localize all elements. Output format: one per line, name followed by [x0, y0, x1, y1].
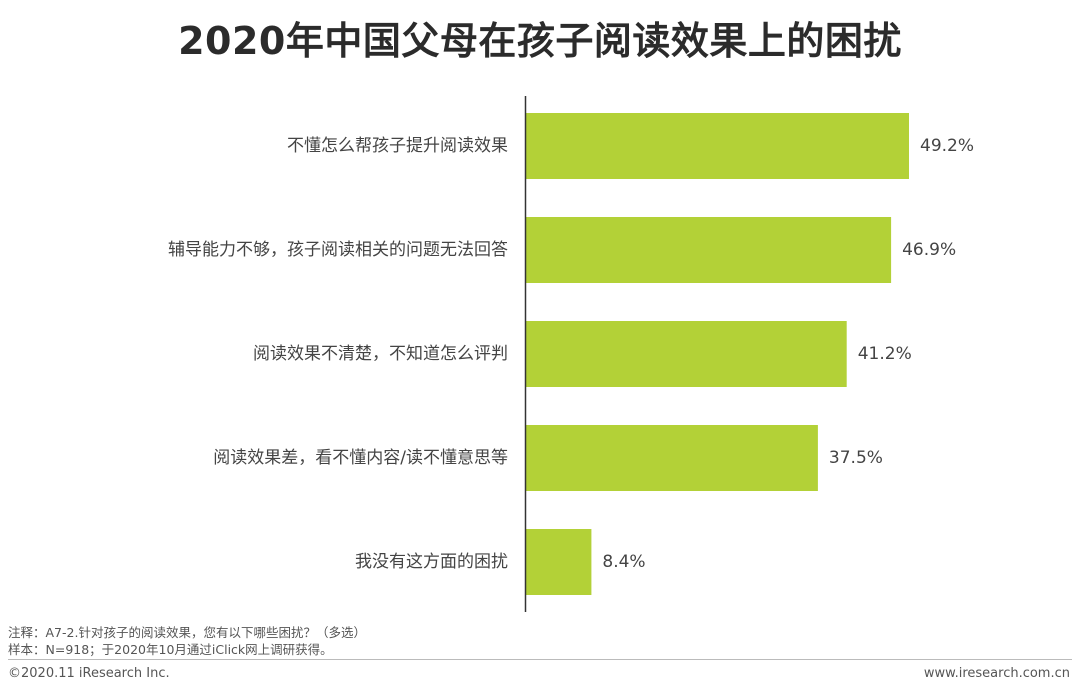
value-label-2: 46.9% [902, 240, 956, 260]
website-link[interactable]: www.iresearch.com.cn [923, 666, 1070, 681]
sample-note: 样本：N=918；于2020年10月通过iClick网上调研获得。 [8, 642, 333, 657]
bar-1 [526, 113, 909, 179]
value-label-1: 49.2% [920, 136, 974, 156]
footer-divider [8, 659, 1072, 660]
value-label-5: 8.4% [602, 552, 645, 572]
category-label-4: 阅读效果差，看不懂内容/读不懂意思等 [213, 448, 508, 468]
category-label-2: 辅导能力不够，孩子阅读相关的问题无法回答 [168, 240, 508, 260]
category-label-1: 不懂怎么帮孩子提升阅读效果 [287, 136, 508, 156]
copyright-text: ©2020.11 iResearch Inc. [8, 666, 170, 681]
chart-title: 2020年中国父母在孩子阅读效果上的困扰 [178, 19, 902, 63]
category-label-3: 阅读效果不清楚，不知道怎么评判 [253, 344, 508, 364]
question-note: 注释：A7-2.针对孩子的阅读效果，您有以下哪些困扰？（多选） [8, 625, 366, 640]
bar-4 [526, 425, 818, 491]
value-label-3: 41.2% [858, 344, 912, 364]
bar-3 [526, 321, 847, 387]
value-label-4: 37.5% [829, 448, 883, 468]
bar-5 [526, 529, 592, 595]
footnotes: 注释：A7-2.针对孩子的阅读效果，您有以下哪些困扰？（多选） 样本：N=918… [8, 624, 366, 658]
bar-2 [526, 217, 892, 283]
category-label-5: 我没有这方面的困扰 [355, 552, 508, 572]
